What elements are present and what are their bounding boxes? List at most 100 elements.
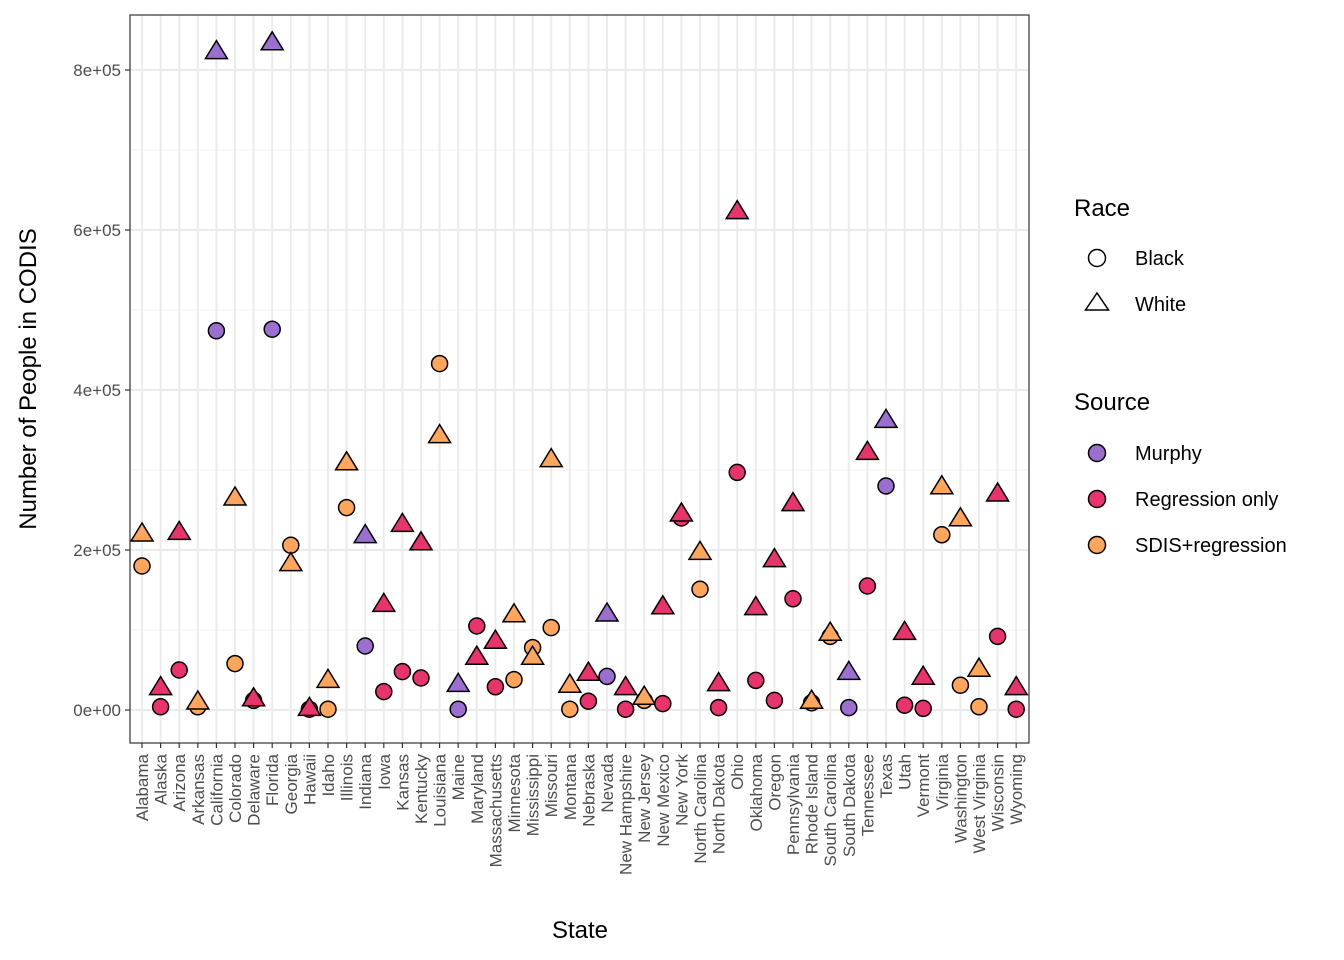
point-illinois-black xyxy=(337,498,356,517)
point-arizona-black xyxy=(170,661,188,679)
legend: Race Black White Source Murphy Regressio… xyxy=(1074,195,1287,557)
point-vermont-white xyxy=(910,664,936,685)
x-tick-label: Maine xyxy=(449,754,468,800)
x-tick-label: Tennessee xyxy=(858,754,877,836)
x-tick-label: Illinois xyxy=(338,754,357,801)
x-tick-label: Delaware xyxy=(245,754,264,826)
y-tick-label: 6e+05 xyxy=(73,221,121,240)
x-tick-label: Florida xyxy=(263,753,282,806)
point-missouri-white xyxy=(538,447,564,468)
x-tick-label: Rhode Island xyxy=(803,754,822,854)
legend-regression-only-key xyxy=(1087,489,1107,509)
point-virginia-white xyxy=(929,474,955,495)
point-west-virginia-black xyxy=(970,698,988,716)
legend-white-label: White xyxy=(1135,294,1186,316)
x-tick-label: California xyxy=(207,753,226,825)
point-georgia-white xyxy=(278,551,304,572)
x-tick-label: New Mexico xyxy=(654,754,673,847)
point-rhode-island-white xyxy=(799,688,824,709)
point-nevada-black xyxy=(598,667,616,686)
point-louisiana-black xyxy=(430,354,449,373)
point-alaska-black xyxy=(151,698,170,716)
x-tick-label: Missouri xyxy=(542,754,561,817)
point-kentucky-white xyxy=(408,530,434,551)
y-axis-title: Number of People in CODIS xyxy=(15,228,42,529)
x-axis-title: State xyxy=(552,917,608,944)
x-tick-label: South Dakota xyxy=(840,753,859,857)
legend-murphy-label: Murphy xyxy=(1135,443,1202,465)
point-texas-black xyxy=(877,477,895,495)
x-tick-label: North Dakota xyxy=(710,753,729,854)
point-kansas-white xyxy=(390,511,415,533)
x-tick-label: Kentucky xyxy=(412,754,431,824)
point-new-hampshire-black xyxy=(616,700,635,718)
point-iowa-black xyxy=(375,682,393,701)
point-kentucky-black xyxy=(412,669,430,687)
point-louisiana-white xyxy=(427,423,452,444)
point-north-carolina-white xyxy=(687,539,713,561)
point-washington-black xyxy=(951,676,970,694)
point-ohio-black xyxy=(728,463,746,482)
point-mississippi-white xyxy=(520,644,545,665)
point-wyoming-black xyxy=(1007,700,1025,718)
point-virginia-black xyxy=(933,526,951,544)
point-indiana-black xyxy=(356,637,374,655)
legend-sdis-regression-label: SDIS+regression xyxy=(1135,535,1287,557)
point-indiana-white xyxy=(352,523,378,544)
x-tick-label: Georgia xyxy=(282,753,301,814)
point-illinois-white xyxy=(334,450,359,471)
point-washington-white xyxy=(948,506,973,527)
x-axis: Alabama Alaska Arizona Arkansas California Co… xyxy=(133,743,1026,875)
x-tick-label: Ohio xyxy=(728,754,747,790)
x-tick-label: Nebraska xyxy=(579,753,598,826)
x-tick-label: South Carolina xyxy=(821,753,840,866)
point-alaska-white xyxy=(148,675,173,696)
x-tick-label: New Jersey xyxy=(635,754,654,843)
point-new-jersey-white xyxy=(631,684,657,705)
point-oklahoma-black xyxy=(747,671,765,690)
x-tick-label: Mississippi xyxy=(524,754,543,836)
point-maine-black xyxy=(449,700,467,718)
point-minnesota-black xyxy=(505,670,523,689)
legend-regression-only-label: Regression only xyxy=(1135,489,1278,511)
legend-white-key xyxy=(1084,291,1110,311)
point-south-carolina-white xyxy=(817,620,843,641)
point-tennessee-white xyxy=(855,439,880,461)
point-west-virginia-white xyxy=(966,656,992,677)
y-tick-label: 0e+00 xyxy=(73,701,121,720)
y-axis: 0e+00 2e+05 4e+05 6e+05 8e+05 xyxy=(73,61,130,720)
point-idaho-white xyxy=(315,667,341,689)
point-maryland-black xyxy=(468,617,486,635)
x-tick-label: Arkansas xyxy=(189,754,208,825)
point-north-carolina-black xyxy=(691,580,709,598)
x-tick-label: Colorado xyxy=(226,754,245,823)
x-tick-label: Utah xyxy=(896,754,915,790)
point-alabama-white xyxy=(129,521,155,542)
point-oregon-white xyxy=(762,547,787,568)
point-wisconsin-white xyxy=(985,481,1010,502)
point-florida-black xyxy=(263,320,281,338)
point-maryland-white xyxy=(464,644,490,665)
point-vermont-black xyxy=(914,699,932,718)
x-tick-label: New Hampshire xyxy=(617,754,636,875)
point-south-dakota-black xyxy=(840,698,858,717)
point-massachusetts-black xyxy=(486,678,505,696)
x-tick-label: Wyoming xyxy=(1007,754,1026,825)
point-north-dakota-black xyxy=(709,698,728,717)
point-minnesota-white xyxy=(501,602,527,623)
point-iowa-white xyxy=(371,591,397,613)
point-nebraska-black xyxy=(579,692,598,710)
point-montana-black xyxy=(561,700,579,718)
point-south-dakota-white xyxy=(836,659,862,681)
point-massachusetts-white xyxy=(483,628,508,649)
point-wisconsin-black xyxy=(988,627,1007,646)
x-tick-label: Louisiana xyxy=(431,753,450,826)
point-arkansas-white xyxy=(185,689,211,710)
x-tick-label: Vermont xyxy=(914,754,933,818)
point-idaho-black xyxy=(319,700,337,718)
x-tick-label: West Virginia xyxy=(970,753,989,853)
point-north-dakota-white xyxy=(706,671,731,692)
point-arizona-white xyxy=(166,519,192,541)
plot-panel xyxy=(130,15,1029,743)
